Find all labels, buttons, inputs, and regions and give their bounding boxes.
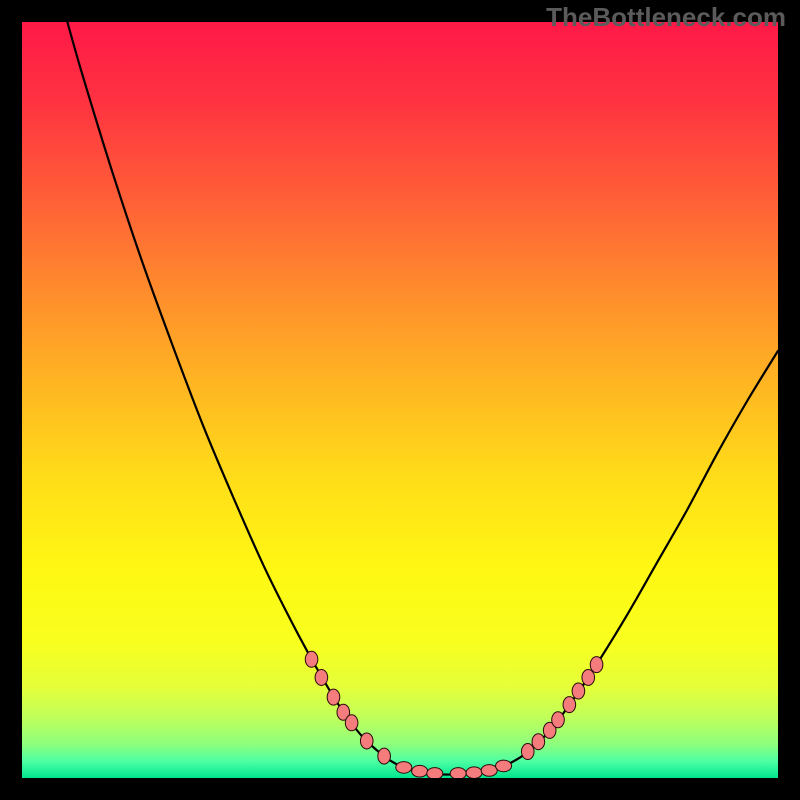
data-marker [360,733,373,749]
data-marker [552,712,565,728]
data-marker [563,697,576,713]
data-marker [521,744,534,760]
chart-plot-area [22,22,778,778]
data-marker [427,768,443,778]
data-marker [412,765,428,777]
data-marker [481,765,497,777]
watermark-text: TheBottleneck.com [546,2,786,33]
data-marker [532,734,545,750]
data-marker [466,767,482,778]
data-marker [396,762,412,774]
data-marker [590,657,603,673]
data-marker [582,669,595,685]
data-marker [572,683,585,699]
data-marker [315,669,328,685]
data-marker [345,715,358,731]
data-marker [450,768,466,778]
data-marker [496,760,512,772]
data-marker [378,748,391,764]
chart-svg [22,22,778,778]
data-marker [305,651,318,667]
data-marker [327,689,340,705]
